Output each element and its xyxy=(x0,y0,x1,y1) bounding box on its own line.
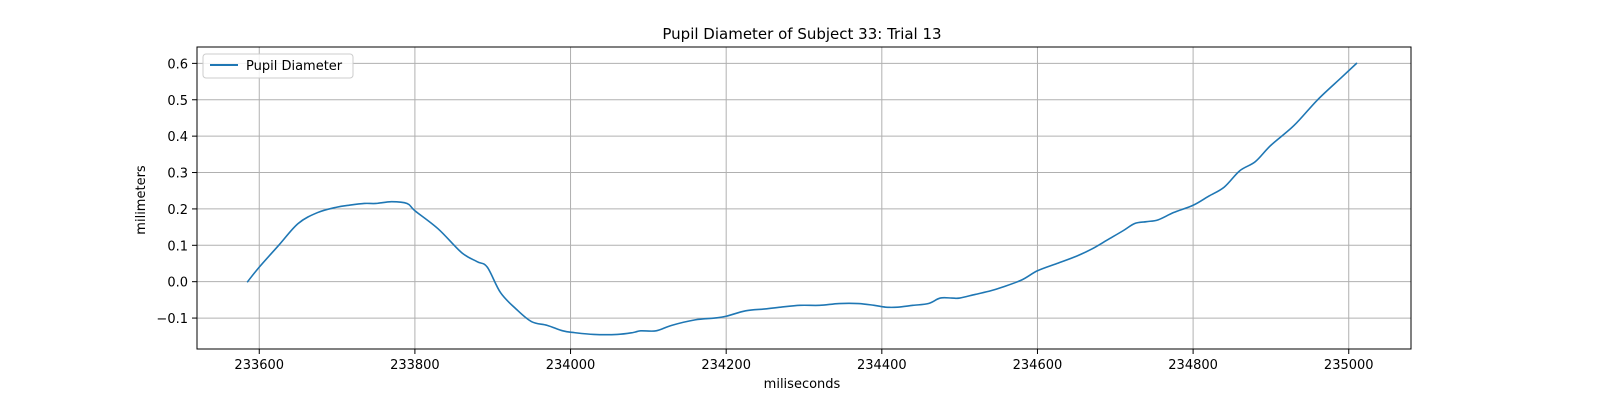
y-tick-label: 0.2 xyxy=(167,203,188,218)
axis-ticks: 233600 233800 234000 234200 234400 234600 2348… xyxy=(156,57,1373,373)
legend: Pupil Diameter xyxy=(202,53,354,79)
y-tick-label: 0.4 xyxy=(167,130,188,145)
y-tick-label: 0.6 xyxy=(167,57,188,72)
plot-frame xyxy=(196,46,1412,350)
y-tick-label: 0.0 xyxy=(167,276,188,291)
grid-lines xyxy=(197,47,1411,349)
x-tick-label: 234800 xyxy=(1168,358,1218,373)
x-tick-label: 233800 xyxy=(390,358,440,373)
y-tick-label: 0.5 xyxy=(167,94,188,109)
x-tick-label: 235000 xyxy=(1324,358,1374,373)
x-tick-label: 234000 xyxy=(546,358,596,373)
x-tick-label: 234400 xyxy=(857,358,907,373)
series-layer xyxy=(246,62,1358,336)
y-axis-label: milimeters xyxy=(134,165,149,235)
x-tick-label: 234600 xyxy=(1013,358,1063,373)
series-line-pupil-diameter xyxy=(246,62,1358,336)
y-tick-label: −0.1 xyxy=(156,312,188,327)
chart-title: Pupil Diameter of Subject 33: Trial 13 xyxy=(662,25,941,43)
y-tick-label: 0.3 xyxy=(167,167,188,182)
x-tick-label: 233600 xyxy=(234,358,284,373)
x-axis-label: miliseconds xyxy=(764,377,841,392)
legend-box xyxy=(202,53,354,79)
y-tick-label: 0.1 xyxy=(167,239,188,254)
x-tick-label: 234200 xyxy=(701,358,751,373)
legend-label: Pupil Diameter xyxy=(246,59,343,74)
